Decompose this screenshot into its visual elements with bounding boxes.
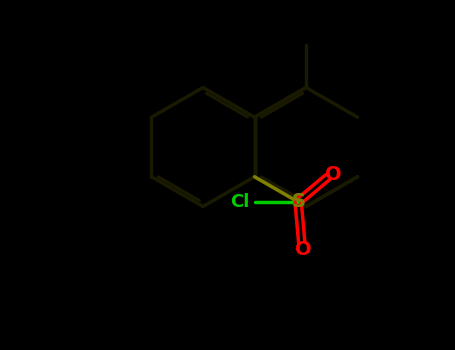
Text: O: O [325, 165, 342, 184]
Text: Cl: Cl [230, 193, 249, 211]
Text: O: O [295, 240, 311, 259]
Text: S: S [291, 193, 305, 211]
